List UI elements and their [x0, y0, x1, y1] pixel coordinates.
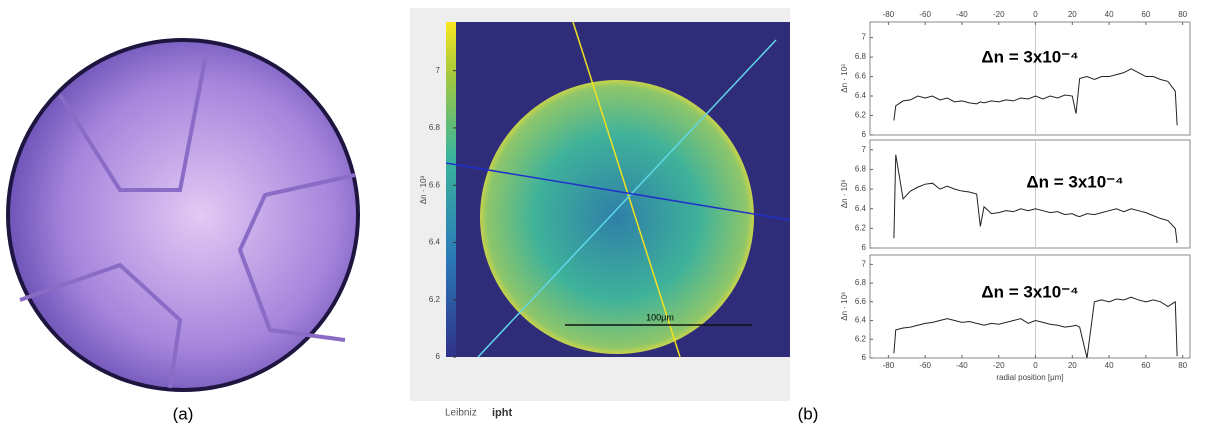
y-tick-label: 6.8 [855, 52, 867, 61]
x-tick-label: 40 [1105, 10, 1114, 19]
x-tick-label: 60 [1141, 10, 1150, 19]
index-map [480, 80, 754, 354]
plot-frame [869, 21, 1191, 136]
plot-frame [869, 139, 1191, 249]
colorbar [446, 22, 456, 357]
x-tick-label: 80 [1178, 10, 1187, 19]
x-tick-label: 20 [1068, 361, 1077, 370]
x-tick-label: -20 [993, 10, 1005, 19]
y-tick-label: 6.4 [855, 91, 867, 100]
x-tick-label: -40 [956, 361, 968, 370]
x-tick-label: 0 [1033, 10, 1038, 19]
logo: Leibniz [445, 408, 477, 419]
x-tick-label: 0 [1033, 361, 1038, 370]
colorbar-tick-label: 6.4 [429, 238, 441, 247]
x-tick-label: -80 [883, 361, 895, 370]
x-tick-label: -20 [993, 361, 1005, 370]
x-tick-label: -60 [919, 10, 931, 19]
y-axis-label: Δn · 10³ [840, 292, 849, 321]
y-tick-label: 6.6 [855, 72, 867, 81]
y-tick-label: 6.4 [855, 204, 867, 213]
y-tick-label: 6.4 [855, 316, 867, 325]
y-tick-label: 6.8 [855, 165, 867, 174]
y-axis-label: Δn · 10³ [840, 179, 849, 208]
y-tick-label: 6.2 [855, 223, 867, 232]
x-tick-label: 80 [1178, 361, 1187, 370]
annotation: Δn = 3x10⁻⁴ [981, 282, 1078, 301]
scale-bar-label: 100μm [646, 312, 674, 322]
y-tick-label: 7 [862, 33, 867, 42]
y-tick-label: 6.2 [855, 334, 867, 343]
y-tick-label: 7 [862, 145, 867, 154]
plot-frame [869, 254, 1191, 359]
colorbar-tick-label: 6.2 [429, 295, 441, 304]
y-axis-label: Δn · 10³ [840, 64, 849, 93]
profile-line [572, 21, 681, 358]
x-tick-label: 40 [1105, 361, 1114, 370]
logo: ipht [492, 407, 512, 419]
y-tick-label: 6.6 [855, 184, 867, 193]
y-tick-label: 6 [862, 130, 867, 139]
x-tick-label: 60 [1141, 361, 1150, 370]
y-tick-label: 7 [862, 259, 867, 268]
colorbar-tick-label: 6.6 [429, 180, 441, 189]
x-tick-label: -40 [956, 10, 968, 19]
x-tick-label: -60 [919, 361, 931, 370]
profile-line [893, 154, 1178, 244]
profile-line [893, 296, 1178, 359]
colorbar-tick-label: 7 [436, 66, 441, 75]
x-tick-label: -80 [883, 10, 895, 19]
colorbar-label: Δn · 10³ [419, 175, 428, 204]
y-tick-label: 6 [862, 243, 867, 252]
colorbar-tick-label: 6 [436, 352, 441, 361]
y-tick-label: 6.6 [855, 297, 867, 306]
y-tick-label: 6.8 [855, 278, 867, 287]
caption: (b) [798, 404, 819, 423]
y-tick-label: 6 [862, 353, 867, 362]
profile-line [893, 68, 1178, 126]
x-tick-label: 20 [1068, 10, 1077, 19]
caption: (a) [173, 404, 194, 423]
y-tick-label: 6.2 [855, 111, 867, 120]
colorbar-tick-label: 6.8 [429, 123, 441, 132]
profile-line [477, 39, 777, 358]
fiber-photo [6, 38, 360, 392]
annotation: Δn = 3x10⁻⁴ [981, 47, 1078, 66]
profile-line [445, 162, 791, 221]
x-axis-label: radial position [μm] [996, 373, 1063, 382]
annotation: Δn = 3x10⁻⁴ [1026, 172, 1123, 191]
